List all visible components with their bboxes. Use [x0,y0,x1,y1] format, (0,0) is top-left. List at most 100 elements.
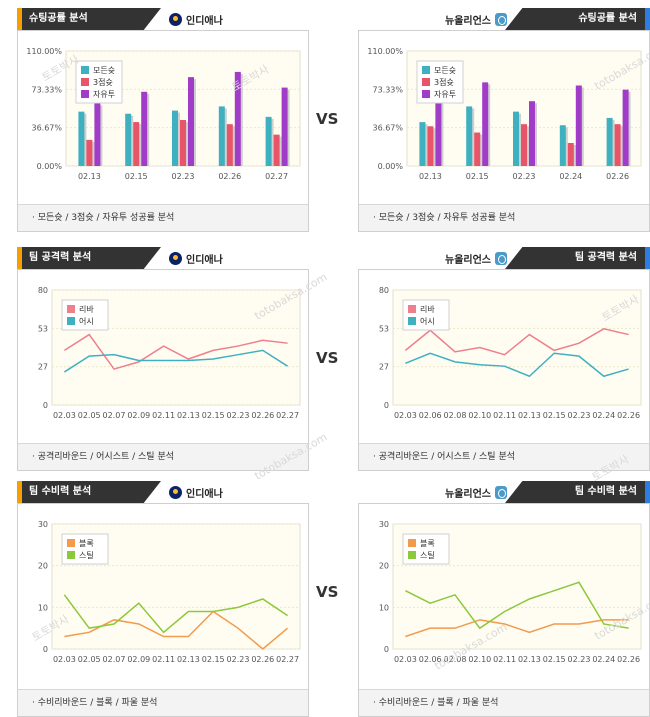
footer-label: · 수비리바운드 / 블록 / 파울 분석 [373,698,499,708]
bar-자유투 [575,85,582,166]
chart-footer: · 모든슛 / 3점슛 / 자유투 성공률 분석 [359,204,649,231]
x-tick-label: 02.26 [251,411,274,420]
x-tick-label: 02.24 [592,655,615,664]
panel-header: 슈팅공률 분석 인디애나 [17,8,309,30]
x-tick-label: 02.15 [543,655,566,664]
line-어시 [405,352,629,378]
panel-right: 팀 수비력 분석 뉴올리언스 · 수비리바운드 / 블록 / 파울 분석 30 20 10… [358,481,650,717]
y-tick-label: 10 [379,603,389,612]
legend-swatch [422,66,430,74]
y-tick-label: 27 [379,363,389,372]
x-tick-label: 02.10 [468,655,491,664]
footer-label: · 모든슛 / 3점슛 / 자유투 성공률 분석 [373,213,516,223]
bar-3점슛 [86,139,93,166]
legend-label: 스틸 [79,550,94,560]
legend-label: 리바 [79,304,94,314]
x-tick-label: 02.03 [394,655,417,664]
x-tick-label: 02.24 [592,411,615,420]
legend-swatch [81,90,89,98]
legend-label: 블록 [79,538,94,548]
bar-모든슛 [172,110,178,166]
x-tick-label: 02.26 [617,411,640,420]
line-리바 [404,328,629,356]
bar-모든슛 [513,111,519,166]
x-tick-label: 02.27 [265,172,288,181]
pacers-logo-icon [169,252,182,265]
bar-3점슛 [427,126,434,166]
y-tick-label: 80 [38,286,48,295]
x-tick-label: 02.26 [218,172,241,181]
pelicans-logo-icon [495,13,507,26]
bar-자유투 [482,82,489,166]
team-name: 인디애나 [169,12,223,27]
bar-3점슛 [133,122,140,166]
y-tick-label: 110.00% [367,47,403,56]
y-tick-label: 0.00% [378,162,404,171]
chart-footer: · 모든슛 / 3점슛 / 자유투 성공률 분석 [18,204,308,231]
bar-모든슛 [125,113,132,166]
bar-3점슛 [180,120,186,166]
legend-label: 3점슛 [93,77,113,87]
bar-모든슛 [265,116,272,166]
x-tick-label: 02.15 [202,411,225,420]
x-tick-label: 02.13 [78,172,101,181]
x-tick-label: 02.26 [606,172,629,181]
section-title-tab: 팀 공격력 분석 [505,247,650,269]
y-tick-label: 80 [379,286,389,295]
bar-모든슛 [78,111,85,166]
panel-header: 팀 공격력 분석 뉴올리언스 [358,247,650,269]
chart-box: · 수비리바운드 / 블록 / 파울 분석 30 20 10 0 02.03 02.05 02… [17,503,309,717]
footer-label: · 공격리바운드 / 어시스트 / 스틸 분석 [32,452,175,462]
footer-label: · 모든슛 / 3점슛 / 자유투 성공률 분석 [32,213,175,223]
section-title-tab: 팀 공격력 분석 [17,247,161,269]
section-title-tab: 팀 수비력 분석 [505,481,650,503]
x-tick-label: 02.03 [394,411,417,420]
x-tick-label: 02.10 [468,411,491,420]
legend-label: 모든슛 [93,66,115,75]
panel-right: 슈팅공률 분석 뉴올리언스 · 모든슛 / 3점슛 / 자유투 성공률 분석 110.… [358,8,650,232]
pelicans-logo-icon [495,486,507,499]
panel-header: 팀 공격력 분석 인디애나 [17,247,309,269]
chart-footer: · 수비리바운드 / 블록 / 파울 분석 [359,689,649,716]
x-tick-label: 02.13 [518,655,541,664]
bar-자유투 [234,71,241,166]
x-tick-label: 02.23 [568,655,591,664]
y-tick-label: 0 [384,401,389,410]
legend-label: 자유투 [93,90,115,99]
bar-자유투 [622,89,629,166]
chart-footer: · 수비리바운드 / 블록 / 파울 분석 [18,689,308,716]
x-tick-label: 02.07 [103,411,126,420]
footer-label: · 공격리바운드 / 어시스트 / 스틸 분석 [373,452,516,462]
legend-label: 리바 [420,304,435,314]
line-블록 [405,619,629,638]
bar-자유투 [94,103,101,166]
team-name: 인디애나 [169,485,223,500]
x-tick-label: 02.09 [127,655,150,664]
legend-label: 자유투 [434,90,456,99]
section-title-tab: 슈팅공률 분석 [505,8,650,30]
y-tick-label: 0 [43,645,48,654]
x-tick-label: 02.23 [513,172,536,181]
legend-swatch [408,539,416,547]
pacers-logo-icon [169,486,182,499]
x-tick-label: 02.23 [227,411,250,420]
bar-자유투 [141,91,148,166]
y-tick-label: 30 [379,520,389,529]
x-tick-label: 02.13 [419,172,442,181]
bar-3점슛 [521,124,527,166]
legend-swatch [81,66,89,74]
y-tick-label: 53 [379,324,389,333]
y-tick-label: 0 [384,645,389,654]
bar-모든슛 [419,122,426,166]
legend-swatch [408,317,416,325]
pacers-logo-icon [169,13,182,26]
y-tick-label: 110.00% [26,47,62,56]
x-tick-label: 02.27 [276,411,299,420]
footer-label: · 수비리바운드 / 블록 / 파울 분석 [32,698,158,708]
x-tick-label: 02.23 [172,172,195,181]
x-tick-label: 02.11 [493,411,516,420]
y-tick-label: 36.67% [31,124,62,133]
y-tick-label: 30 [38,520,48,529]
vs-label: VS [316,349,339,367]
